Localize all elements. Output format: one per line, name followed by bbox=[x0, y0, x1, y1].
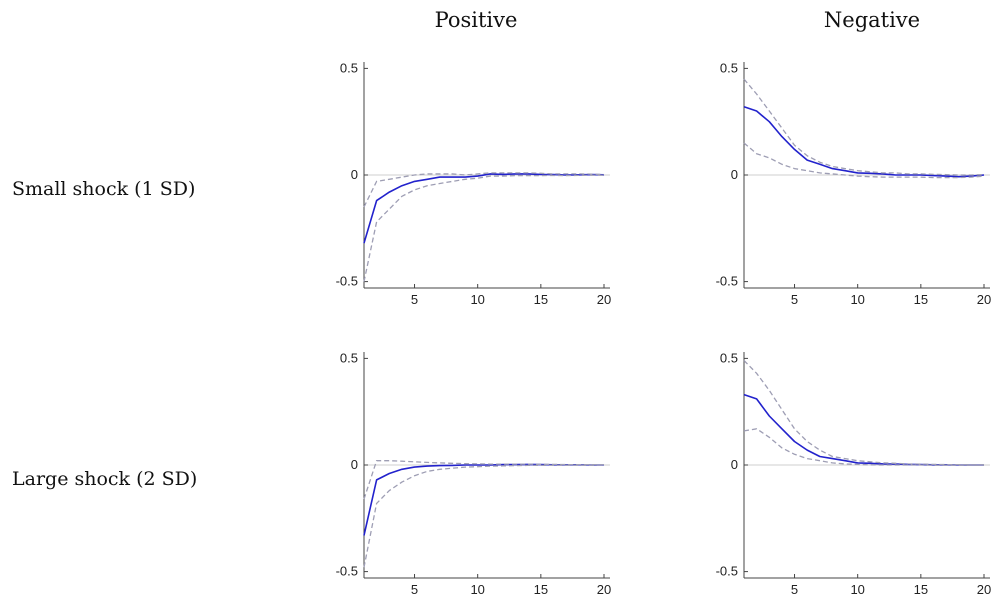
row-title-small-shock: Small shock (1 SD) bbox=[12, 178, 196, 200]
chart-panel-large-positive: -0.5 0 0.5 5 10 15 20 bbox=[336, 350, 612, 597]
y-tick-label: 0 bbox=[351, 167, 358, 182]
y-tick-label: -0.5 bbox=[716, 564, 738, 579]
y-tick-label: -0.5 bbox=[716, 274, 738, 289]
x-tick-label: 5 bbox=[411, 292, 418, 307]
x-tick-label: 15 bbox=[534, 582, 548, 597]
x-tick-label: 10 bbox=[850, 292, 864, 307]
x-tick-label: 10 bbox=[850, 582, 864, 597]
x-tick-label: 20 bbox=[977, 292, 991, 307]
x-tick-label: 10 bbox=[470, 292, 484, 307]
x-tick-label: 15 bbox=[914, 292, 928, 307]
upper-band-line bbox=[363, 172, 605, 208]
chart-panel-small-positive: -0.5 0 0.5 5 10 15 20 bbox=[336, 60, 612, 307]
x-tick-label: 5 bbox=[791, 292, 798, 307]
x-tick-label: 5 bbox=[791, 582, 798, 597]
lower-band-line bbox=[363, 464, 605, 568]
x-tick-label: 20 bbox=[597, 582, 611, 597]
chart-panel-large-negative: -0.5 0 0.5 5 10 15 20 bbox=[716, 350, 992, 597]
y-tick-label: 0.5 bbox=[720, 60, 738, 75]
chart-panel-small-negative: -0.5 0 0.5 5 10 15 20 bbox=[716, 60, 992, 307]
y-tick-label: 0 bbox=[731, 457, 738, 472]
x-tick-label: 20 bbox=[597, 292, 611, 307]
upper-band-line bbox=[743, 360, 984, 466]
x-tick-label: 15 bbox=[914, 582, 928, 597]
y-tick-label: 0.5 bbox=[340, 60, 358, 75]
y-tick-label: 0.5 bbox=[340, 350, 358, 365]
response-line bbox=[743, 106, 985, 178]
response-line bbox=[363, 173, 605, 244]
x-tick-label: 15 bbox=[534, 292, 548, 307]
column-title-negative: Negative bbox=[823, 8, 921, 32]
upper-band-line bbox=[743, 78, 985, 176]
y-tick-label: -0.5 bbox=[336, 274, 358, 289]
lower-band-line bbox=[363, 174, 604, 282]
x-tick-label: 20 bbox=[977, 582, 991, 597]
y-tick-label: 0.5 bbox=[720, 350, 738, 365]
y-tick-label: -0.5 bbox=[336, 564, 358, 579]
x-tick-label: 10 bbox=[470, 582, 484, 597]
y-tick-label: 0 bbox=[351, 457, 358, 472]
row-title-large-shock: Large shock (2 SD) bbox=[12, 468, 198, 490]
y-tick-label: 0 bbox=[731, 167, 738, 182]
response-line bbox=[743, 393, 984, 466]
x-tick-label: 5 bbox=[411, 582, 418, 597]
response-line bbox=[363, 463, 604, 536]
upper-band-line bbox=[363, 460, 605, 500]
lower-band-line bbox=[743, 428, 984, 466]
column-title-positive: Positive bbox=[434, 8, 518, 32]
